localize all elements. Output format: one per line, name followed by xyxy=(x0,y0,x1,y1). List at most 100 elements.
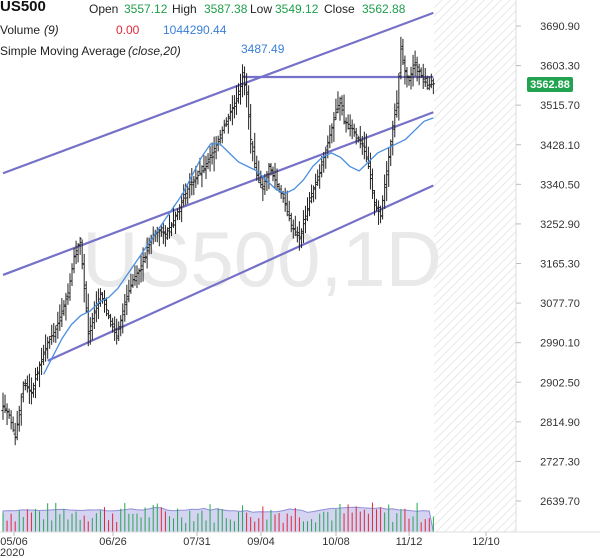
ohlc-bar xyxy=(259,170,263,189)
trendline-lower-channel[interactable] xyxy=(47,184,434,362)
ohlc-bar xyxy=(161,223,165,245)
price-axis[interactable]: 3690.90 3603.30 3515.70 3428.10 3340.50 3252.… xyxy=(515,0,580,532)
ohlc-bar xyxy=(52,323,56,343)
ohlc-bar xyxy=(88,317,92,345)
ohlc-bar xyxy=(340,95,344,116)
ohlc-bar xyxy=(54,325,58,343)
ohlc-bar xyxy=(186,185,190,204)
x-tick-label: 10/08 xyxy=(322,536,350,548)
ohlc-bar xyxy=(19,393,23,426)
ohlc-bar xyxy=(224,117,228,127)
trendline-middle-channel[interactable] xyxy=(2,111,434,276)
ohlc-bar xyxy=(253,132,257,169)
ohlc-bar xyxy=(163,225,167,247)
ohlc-bar xyxy=(358,125,362,149)
ohlc-bar xyxy=(44,334,48,362)
ohlc-bar xyxy=(129,273,133,294)
trendline-upper-channel[interactable] xyxy=(2,11,434,175)
y-tick-label: 2639.70 xyxy=(540,496,580,508)
ohlc-bar xyxy=(13,422,17,446)
ohlc-bar xyxy=(165,227,170,240)
ohlc-bar xyxy=(425,75,429,90)
ohlc-bar xyxy=(427,76,431,91)
ohlc-bar xyxy=(133,265,137,286)
ohlc-bar xyxy=(383,174,387,209)
ohlc-bar xyxy=(212,136,216,172)
ohlc-bar xyxy=(299,228,304,249)
trendlines[interactable] xyxy=(2,11,434,362)
ohlc-bar xyxy=(169,222,174,237)
ohlc-bar xyxy=(35,366,40,381)
ohlc-bar xyxy=(255,155,259,181)
ohlc-bar xyxy=(305,197,310,222)
ohlc-bar xyxy=(289,212,293,233)
ohlc-bar xyxy=(393,103,397,138)
y-tick-label: 3603.30 xyxy=(540,61,580,73)
ohlc-bar xyxy=(192,176,196,196)
ohlc-bar xyxy=(368,152,373,190)
ohlc-bar xyxy=(178,204,182,220)
ohlc-bar xyxy=(113,316,117,341)
ohlc-bar xyxy=(206,153,210,170)
x-tick-label: 07/31 xyxy=(183,536,211,548)
ohlc-bar xyxy=(360,135,364,155)
y-tick-label: 3690.90 xyxy=(540,21,580,33)
ohlc-bar xyxy=(86,293,90,347)
ohlc-bar xyxy=(395,90,399,118)
ohlc-bar xyxy=(411,54,415,87)
ohlc-bar xyxy=(409,66,413,90)
ohlc-bar xyxy=(125,284,129,316)
ohlc-bar xyxy=(356,135,360,143)
last-price-tag: 3562.88 xyxy=(527,77,573,92)
ohlc-bar xyxy=(417,63,421,86)
ohlc-bar xyxy=(159,224,163,237)
watermark: US500,1D xyxy=(82,215,442,303)
x-year-label: 2020 xyxy=(0,547,24,558)
ohlc-bar xyxy=(190,168,194,196)
ohlc-bar xyxy=(56,311,60,339)
ohlc-bar xyxy=(31,382,36,398)
ohlc-bar xyxy=(68,273,72,301)
ohlc-bar xyxy=(196,170,200,185)
x-tick-label: 06/26 xyxy=(99,536,127,548)
ohlc-bar xyxy=(311,185,316,203)
ohlc-bar xyxy=(214,136,218,160)
y-tick-label: 3515.70 xyxy=(540,100,580,112)
ohlc-bar xyxy=(362,131,366,160)
ohlc-bar xyxy=(80,239,84,270)
ohlc-bar xyxy=(415,56,419,82)
ohlc-bar xyxy=(307,191,312,217)
ohlc-bar xyxy=(301,210,306,244)
ohlc-bar xyxy=(23,379,27,391)
ohlc-bar xyxy=(242,66,247,96)
ohlc-bar xyxy=(334,98,338,120)
ohlc-bar xyxy=(143,252,147,264)
ohlc-bar xyxy=(431,78,435,95)
ohlc-bar xyxy=(316,169,320,186)
ohlc-bar xyxy=(167,214,172,239)
y-tick-label: 2814.90 xyxy=(540,417,580,429)
ohlc-bar xyxy=(338,96,342,121)
ohlc-bars[interactable] xyxy=(1,36,435,446)
ohlc-bar xyxy=(336,91,340,114)
ohlc-bar xyxy=(117,321,121,342)
ohlc-bar xyxy=(295,226,299,243)
ohlc-bar xyxy=(342,94,346,125)
ohlc-bar xyxy=(385,161,389,202)
ohlc-bar xyxy=(27,373,31,404)
time-axis[interactable]: 05/06 06/26 07/31 09/04 10/08 11/12 12/10 2020 xyxy=(0,531,600,558)
ohlc-bar xyxy=(287,200,291,222)
ohlc-bar xyxy=(121,303,125,334)
ohlc-bar xyxy=(115,318,119,345)
ohlc-bar xyxy=(348,114,352,137)
ohlc-bar xyxy=(104,297,109,317)
ohlc-bar xyxy=(66,283,70,305)
ohlc-bar xyxy=(218,129,222,146)
ohlc-bar xyxy=(405,67,409,88)
x-tick-label: 11/12 xyxy=(396,536,423,548)
ohlc-bar xyxy=(364,133,368,163)
ohlc-bar xyxy=(90,312,94,341)
ohlc-bar xyxy=(275,168,279,191)
ohlc-bar xyxy=(401,38,405,66)
